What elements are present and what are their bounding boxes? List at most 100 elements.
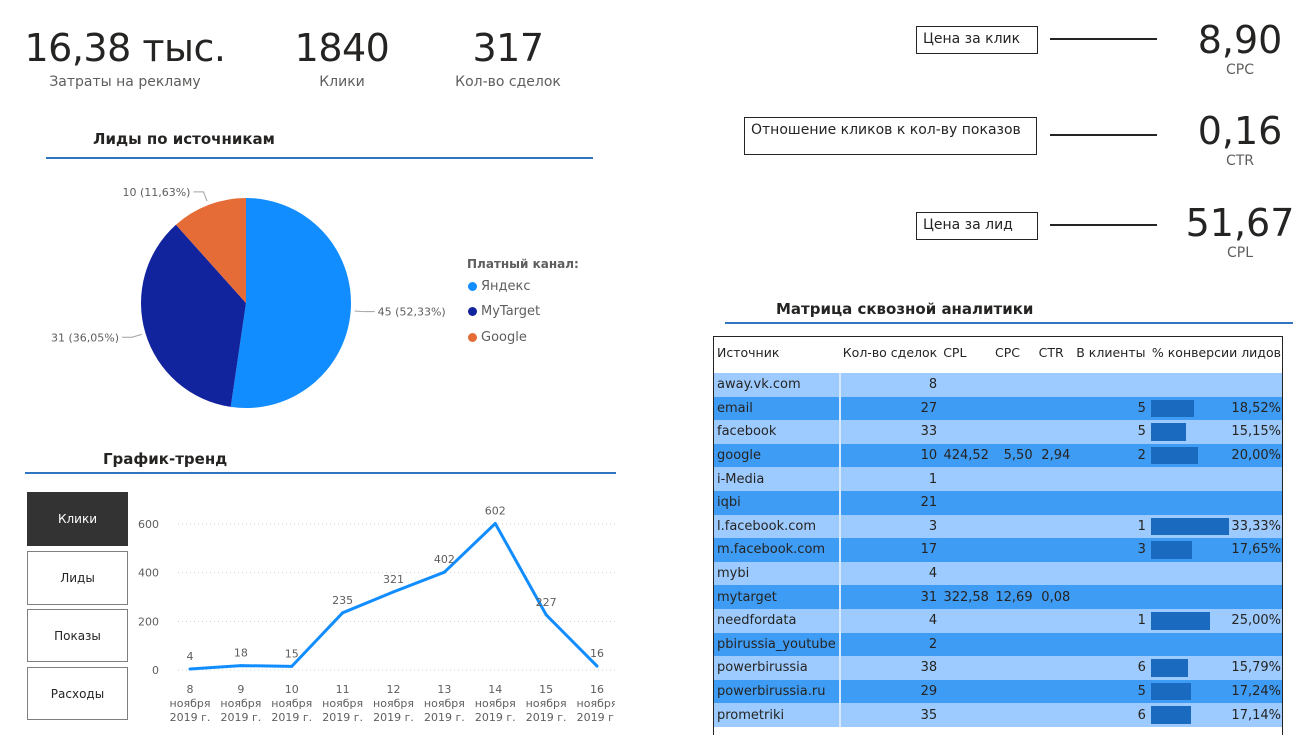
matrix-row[interactable]: powerbirussia.ru 29 5 17,24% [714, 679, 1282, 704]
pie-leader-line [122, 333, 142, 338]
x-tick-month: ноября [220, 697, 261, 710]
analytics-matrix[interactable]: Источник Кол-во сделок CPL CPC CTR В кли… [713, 336, 1283, 735]
matrix-cell-conversion [1148, 373, 1282, 397]
matrix-header-cpl[interactable]: CPL [940, 337, 992, 367]
matrix-cell-cpl [940, 561, 992, 586]
trend-point[interactable] [188, 667, 192, 671]
pie-label-yandex: 45 (52,33%) [378, 306, 446, 319]
pie-chart: 45 (52,33%) 31 (36,05%) 10 (11,63%) [51, 186, 446, 408]
matrix-cell-ctr [1035, 538, 1074, 562]
kpi-ad-spend-label: Затраты на рекламу [49, 74, 201, 90]
matrix-row[interactable]: l.facebook.com 3 1 33,33% [714, 514, 1282, 539]
conversion-bar [1150, 423, 1186, 441]
trend-point[interactable] [239, 664, 243, 668]
kpi-cpc: 8,90 CPC [1180, 18, 1293, 78]
matrix-cell-deals: 10 [839, 443, 941, 468]
trend-button-leads[interactable]: Лиды [27, 551, 128, 605]
matrix-row[interactable]: powerbirussia 38 6 15,79% [714, 656, 1282, 680]
pie-leader-line [354, 310, 375, 313]
matrix-cell-clients: 1 [1073, 514, 1149, 539]
x-tick-year: 2019 г. [322, 711, 363, 724]
pie-slice-mytarget[interactable] [141, 224, 246, 407]
trend-data-label: 402 [434, 553, 455, 566]
pie-slice-google[interactable] [175, 198, 246, 303]
pie-slice-yandex[interactable] [230, 198, 351, 408]
pie-label-mytarget: 31 (36,05%) [51, 331, 119, 344]
matrix-cell-conversion [1148, 467, 1282, 491]
matrix-cell-source: powerbirussia.ru [714, 679, 841, 704]
matrix-row[interactable]: iqbi 21 [714, 490, 1282, 515]
matrix-cell-cpc [991, 656, 1036, 680]
matrix-row[interactable]: facebook 33 5 15,15% [714, 420, 1282, 444]
legend-item-mytarget[interactable]: MyTarget [468, 304, 540, 319]
trend-button-costs[interactable]: Расходы [27, 667, 128, 720]
kpi-ad-spend-value: 16,38 тыс. [24, 26, 226, 70]
trend-point[interactable] [392, 590, 395, 594]
pie-section-underline [46, 157, 593, 159]
matrix-cell-conversion [1148, 490, 1282, 515]
matrix-cell-cpc [991, 703, 1036, 727]
matrix-cell-clients [1073, 632, 1149, 657]
matrix-cell-clients: 5 [1073, 420, 1149, 444]
matrix-row[interactable]: email 27 5 18,52% [714, 396, 1282, 421]
matrix-row[interactable]: m.facebook.com 17 3 17,65% [714, 538, 1282, 562]
matrix-cell-ctr [1035, 679, 1074, 704]
trend-button-clicks[interactable]: Клики [27, 492, 128, 546]
x-tick-month: ноября [271, 697, 312, 710]
matrix-table: Источник Кол-во сделок CPL CPC CTR В кли… [714, 337, 1282, 727]
matrix-body: away.vk.com 8 email 27 5 18,52% facebook 33 5 15,… [714, 373, 1282, 727]
ctr-callout-box: Отношение кликов к кол-ву показов [744, 117, 1037, 155]
matrix-cell-ctr [1035, 420, 1074, 444]
matrix-cell-source: email [714, 396, 841, 421]
matrix-header-deals[interactable]: Кол-во сделок [839, 337, 941, 367]
kpi-clicks-label: Клики [319, 74, 365, 90]
matrix-cell-ctr [1035, 514, 1074, 539]
matrix-cell-cpc [991, 420, 1036, 444]
conversion-bar [1150, 517, 1229, 536]
matrix-cell-cpl [940, 396, 992, 421]
matrix-header-source[interactable]: Источник [714, 337, 840, 367]
matrix-row[interactable]: pbirussia_youtube 2 [714, 632, 1282, 657]
matrix-cell-conversion [1148, 632, 1282, 657]
kpi-clicks-value: 1840 [294, 26, 390, 70]
matrix-cell-deals: 17 [839, 538, 941, 562]
matrix-row[interactable]: prometriki 35 6 17,14% [714, 703, 1282, 727]
matrix-cell-source: pbirussia_youtube [714, 632, 841, 657]
legend-item-yandex[interactable]: Яндекс [468, 279, 531, 294]
matrix-header-cpc[interactable]: CPC [991, 337, 1036, 367]
conversion-value: 18,52% [1231, 400, 1281, 416]
matrix-cell-deals: 4 [839, 561, 941, 586]
trend-point[interactable] [595, 664, 599, 668]
legend-item-google[interactable]: Google [468, 330, 527, 345]
matrix-cell-deals: 35 [839, 703, 941, 727]
matrix-row[interactable]: i-Media 1 [714, 467, 1282, 491]
matrix-cell-cpl [940, 538, 992, 562]
matrix-cell-ctr [1035, 632, 1074, 657]
trend-point[interactable] [493, 522, 497, 526]
matrix-cell-conversion: 33,33% [1148, 514, 1282, 539]
trend-point[interactable] [290, 664, 294, 668]
trend-point[interactable] [544, 613, 548, 617]
matrix-header-ctr[interactable]: CTR [1035, 337, 1074, 367]
trend-button-impressions[interactable]: Показы [27, 609, 128, 662]
conversion-value: 20,00% [1231, 448, 1281, 464]
matrix-cell-clients [1073, 373, 1149, 397]
trend-point[interactable] [341, 611, 345, 615]
matrix-cell-deals: 2 [839, 632, 941, 657]
trend-point[interactable] [442, 570, 446, 574]
matrix-header-clients[interactable]: В клиенты [1073, 337, 1149, 367]
matrix-row[interactable]: google 10 424,52 5,50 2,94 2 20,00% [714, 443, 1282, 468]
matrix-cell-ctr [1035, 490, 1074, 515]
matrix-row[interactable]: needfordata 4 1 25,00% [714, 608, 1282, 633]
matrix-header-conversion[interactable]: % конверсии лидов [1148, 337, 1282, 367]
x-tick-year: 2019 г. [271, 711, 312, 724]
matrix-row[interactable]: mybi 4 [714, 561, 1282, 586]
x-tick-day: 10 [285, 683, 299, 696]
matrix-row[interactable]: mytarget 31 322,58 12,69 0,08 [714, 585, 1282, 609]
matrix-cell-deals: 29 [839, 679, 941, 704]
matrix-row[interactable]: away.vk.com 8 [714, 373, 1282, 397]
matrix-cell-cpc [991, 514, 1036, 539]
matrix-cell-ctr: 0,08 [1035, 585, 1074, 609]
cpc-connector-line [1050, 38, 1157, 40]
